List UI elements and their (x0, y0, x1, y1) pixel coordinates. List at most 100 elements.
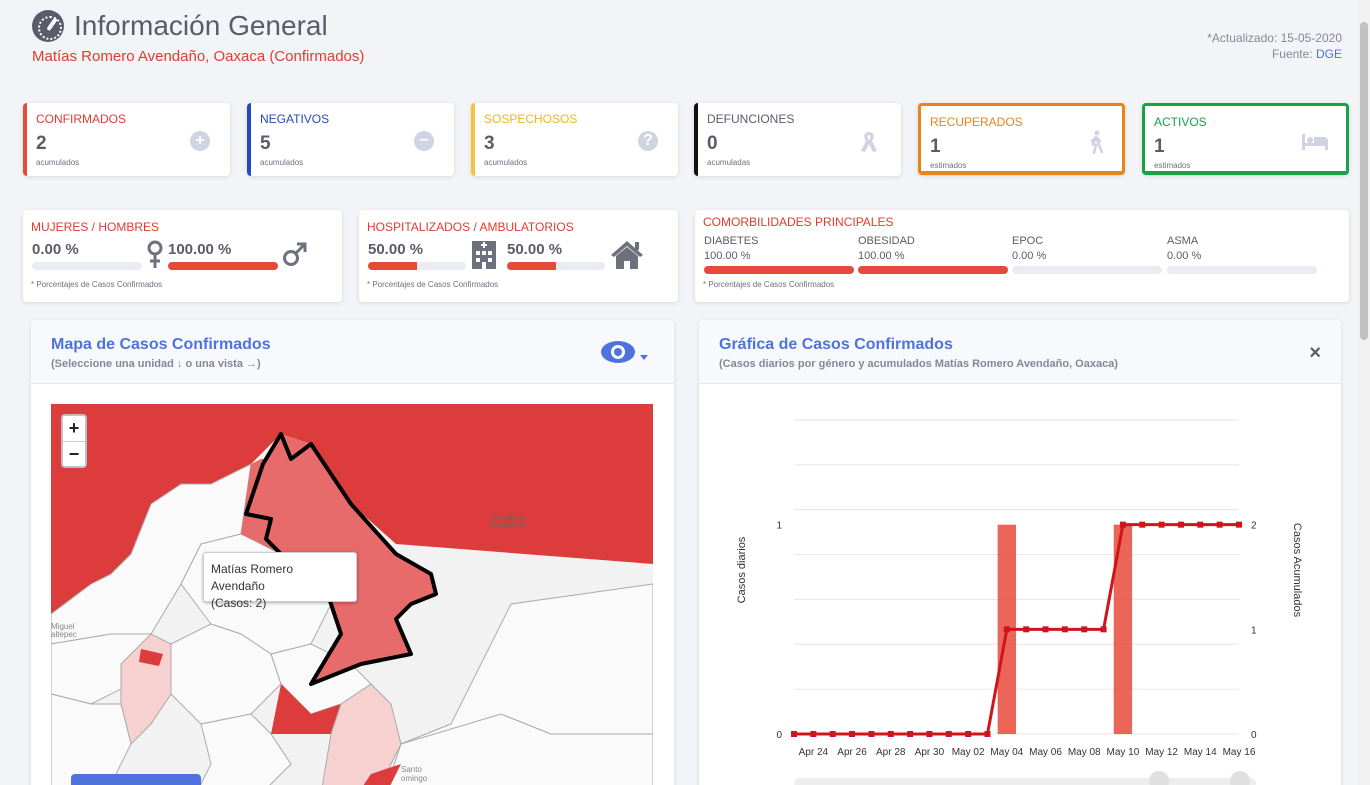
stat-card-activos[interactable]: ACTIVOS 1 estimados (1142, 103, 1349, 175)
map-card: Mapa de Casos Confirmados (Seleccione un… (31, 320, 674, 785)
zoom-in-button[interactable]: + (68, 418, 80, 438)
cumulative-point (1081, 626, 1088, 633)
stat-note: acumuladas (707, 158, 751, 167)
x-tick-label: May 08 (1068, 747, 1101, 758)
daily-cases-chart: Apr 24 Apr 26 Apr 28 Apr 30 May 02 May 04 May … (736, 419, 1303, 785)
stat-note: acumulados (260, 158, 304, 167)
stat-value: 1 (930, 136, 941, 157)
cumulative-point (810, 731, 817, 737)
women-bar (32, 262, 142, 270)
stat-card-sospechosos[interactable]: SOSPECHOSOS 3 acumulados ? (471, 103, 678, 176)
comorbidity-bar-fill (858, 266, 1008, 274)
range-handle-left[interactable] (1149, 771, 1169, 785)
female-icon (147, 240, 163, 268)
comorbidity-epoc: EPOC 0.00 % (1012, 235, 1162, 274)
y-right-tick-label: 1 (1251, 625, 1257, 636)
source-link[interactable]: DGE (1315, 47, 1342, 61)
cumulative-point (887, 731, 894, 737)
zoom-out-button[interactable]: − (63, 441, 85, 466)
chart-title: Gráfica de Casos Confirmados (719, 336, 953, 353)
stat-card-defunciones[interactable]: DEFUNCIONES 0 acumuladas (694, 103, 901, 176)
hospital-panel: HOSPITALIZADOS / AMBULATORIOS 50.00 % 50… (359, 210, 678, 302)
stat-label: RECUPERADOS (930, 115, 1023, 129)
male-icon (283, 242, 307, 266)
cumulative-point (965, 731, 972, 737)
cumulative-point (1139, 521, 1146, 528)
stat-note: acumulados (36, 158, 80, 167)
close-icon[interactable]: × (1309, 342, 1321, 364)
comorbidity-label: OBESIDAD (858, 235, 915, 247)
comorbidity-asma: ASMA 0.00 % (1167, 235, 1317, 274)
panel-title: HOSPITALIZADOS / AMBULATORIOS (367, 220, 574, 234)
comorbidity-pct: 100.00 % (704, 250, 751, 262)
cumulative-point (1023, 626, 1030, 633)
cumulative-point (868, 731, 875, 737)
men-bar (168, 262, 278, 270)
bed-icon (1302, 134, 1328, 150)
question-circle-icon: ? (638, 131, 658, 151)
stat-note: acumulados (484, 158, 528, 167)
stat-card-recuperados[interactable]: RECUPERADOS 1 estimados (918, 103, 1125, 175)
map-canvas[interactable]: La Laguna (Poblado 6) Miguel altepec San… (51, 404, 653, 785)
panel-footnote: * Porcentajes de Casos Confirmados (31, 280, 163, 289)
gender-panel: MUJERES / HOMBRES 0.00 % 100.00 % * Porc… (23, 210, 342, 302)
eye-dropdown-icon[interactable] (600, 338, 650, 366)
x-tick-label: May 06 (1029, 747, 1062, 758)
map-subtitle: (Seleccione una unidad ↓ o una vista →) (51, 358, 261, 370)
cumulative-point (1003, 626, 1010, 633)
y-axis-label: Casos diarios (736, 536, 748, 603)
place-label: Miguel (51, 622, 75, 631)
comorbidity-bar (858, 266, 1008, 274)
cumulative-line (794, 523, 1239, 736)
comorbidity-bar (704, 266, 854, 274)
panel-footnote: * Porcentajes de Casos Confirmados (367, 280, 499, 289)
page-header: Información General Matías Romero Avenda… (32, 10, 364, 65)
chart-grid (794, 419, 1239, 735)
hospital-icon (472, 241, 496, 269)
place-label: omingo (401, 774, 428, 783)
map-selector-button[interactable] (71, 774, 201, 785)
amb-bar-fill (507, 262, 556, 270)
x-tick-label: Apr 28 (876, 747, 906, 758)
place-label: altepec (51, 630, 77, 639)
men-bar-fill (168, 262, 278, 270)
panel-title: MUJERES / HOMBRES (31, 220, 160, 234)
comorbidity-bar (1012, 266, 1162, 274)
x-tick-label: Apr 30 (915, 747, 945, 758)
stat-label: NEGATIVOS (260, 112, 330, 126)
stat-card-negativos[interactable]: NEGATIVOS 5 acumulados − (247, 103, 454, 176)
hosp-pct: 50.00 % (368, 241, 424, 258)
men-pct: 100.00 % (168, 241, 232, 258)
tooltip-cases: (Casos: 2) (211, 596, 267, 610)
stat-card-confirmados[interactable]: CONFIRMADOS 2 acumulados + (23, 103, 230, 176)
comorbidity-bar-fill (704, 266, 854, 274)
page-scrollbar[interactable] (1358, 0, 1370, 785)
chart-card: Gráfica de Casos Confirmados (Casos diar… (699, 320, 1341, 785)
chart-card-header: Gráfica de Casos Confirmados (Casos diar… (699, 320, 1341, 384)
stat-value: 3 (484, 133, 495, 154)
source-label: Fuente: (1271, 47, 1313, 61)
page-subtitle: Matías Romero Avendaño, Oaxaca (Confirma… (32, 48, 365, 65)
x-tick-label: May 02 (952, 747, 985, 758)
x-tick-label: May 04 (990, 747, 1023, 758)
scrollbar-thumb[interactable] (1360, 22, 1368, 340)
walking-icon (1090, 130, 1104, 154)
cumulative-point (926, 731, 933, 737)
comorbidity-bar (1167, 266, 1317, 274)
home-icon (611, 241, 643, 269)
comorbidity-label: EPOC (1012, 235, 1044, 247)
cumulative-point (1042, 626, 1049, 633)
range-navigator[interactable] (794, 778, 1256, 785)
range-handle-right[interactable] (1230, 771, 1250, 785)
update-info: *Actualizado: 15-05-2020 Fuente: DGE (1207, 30, 1342, 62)
cumulative-point (1061, 626, 1068, 633)
x-tick-label: Apr 24 (799, 747, 829, 758)
stat-label: DEFUNCIONES (707, 112, 795, 126)
comorbidity-pct: 0.00 % (1167, 250, 1202, 262)
panel-title: COMORBILIDADES PRINCIPALES (703, 215, 894, 229)
panel-footnote: * Porcentajes de Casos Confirmados (703, 280, 835, 289)
comorbidity-diabetes: DIABETES 100.00 % (704, 235, 854, 274)
map-tooltip: Matías Romero Avendaño (Casos: 2) (203, 552, 357, 610)
cumulative-point (791, 731, 797, 737)
map-card-header: Mapa de Casos Confirmados (Seleccione un… (31, 320, 674, 384)
